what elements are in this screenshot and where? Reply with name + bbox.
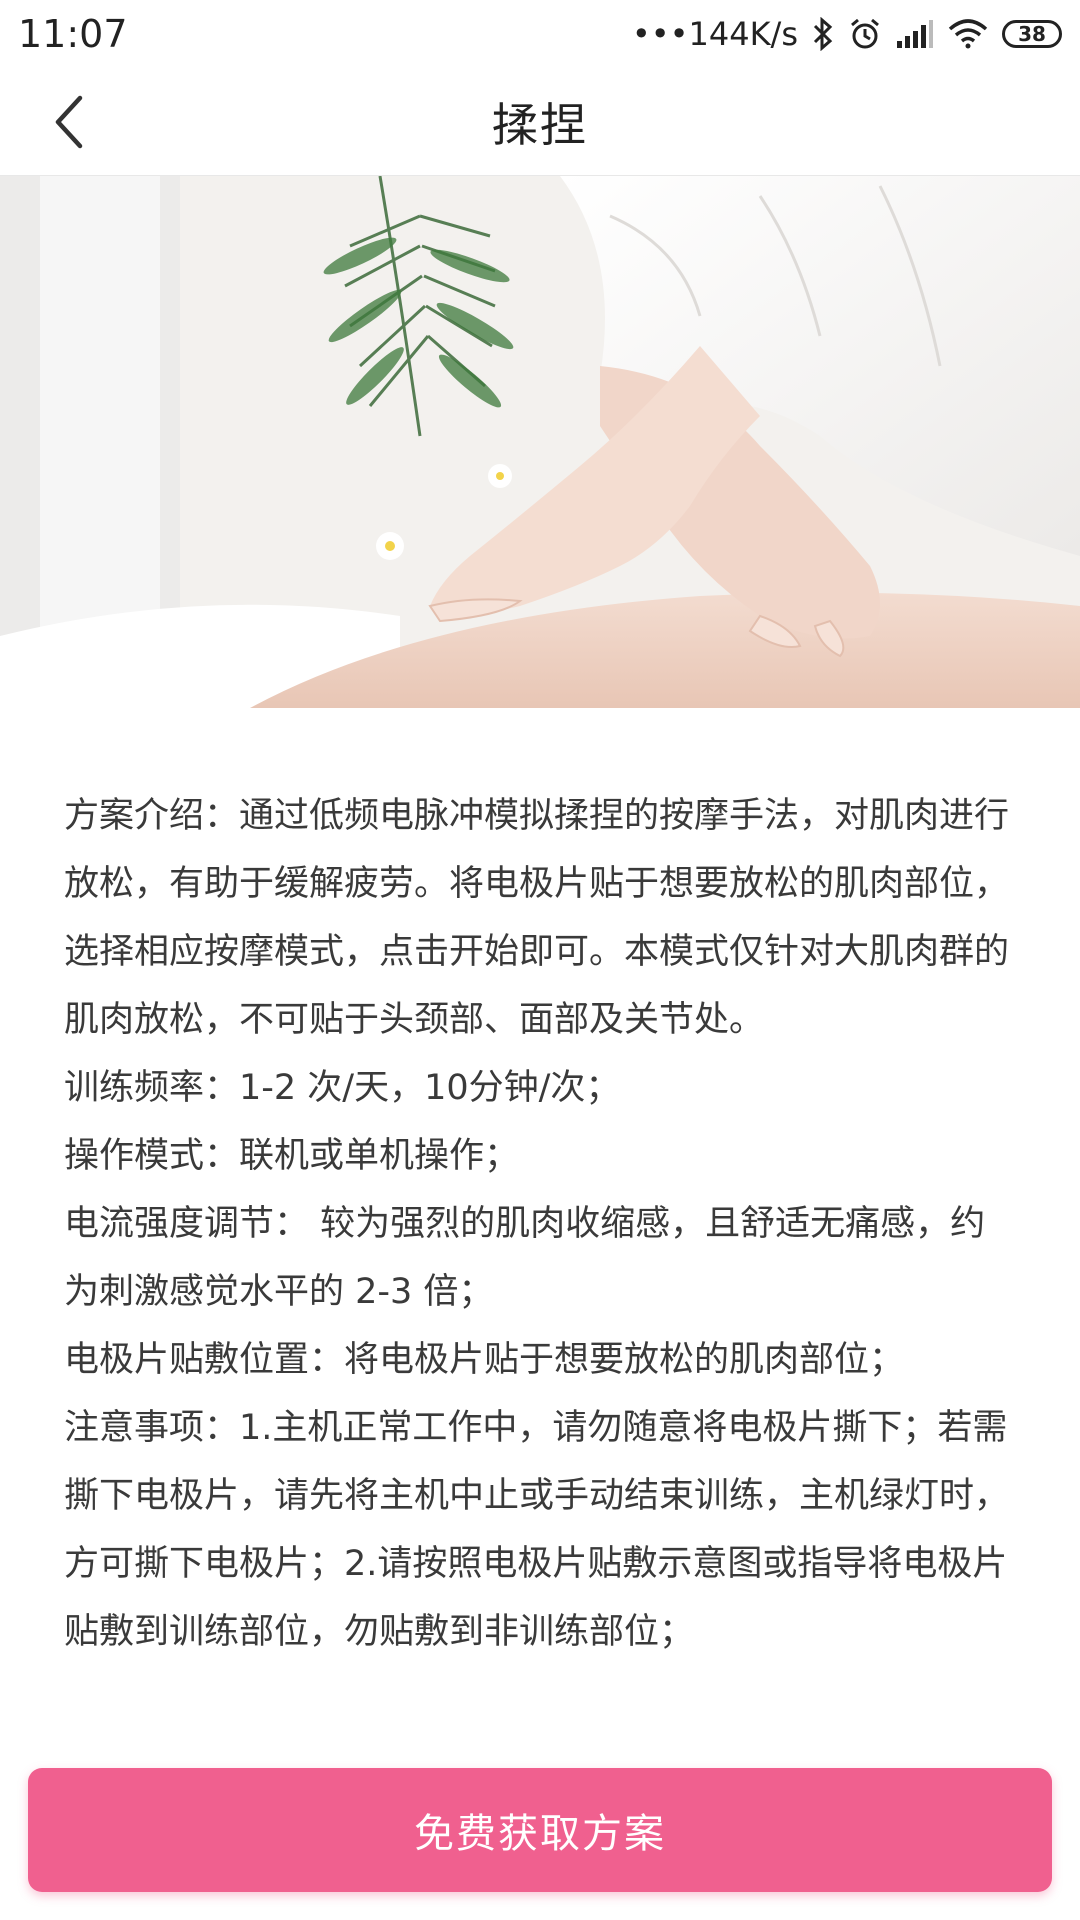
description: 方案介绍：通过低频电脉冲模拟揉捏的按摩手法，对肌肉进行放松，有助于缓解疲劳。将电… bbox=[64, 782, 1014, 1666]
paragraph-mode: 操作模式：联机或单机操作； bbox=[64, 1136, 520, 1176]
status-icons: •••144K/s 38 bbox=[632, 15, 1062, 53]
chevron-left-icon bbox=[55, 95, 83, 149]
paragraph-intensity: 电流强度调节： 较为强烈的肌肉收缩感，且舒适无痛感，约为刺激感觉水平的 2-3 … bbox=[64, 1204, 986, 1312]
back-button[interactable] bbox=[30, 82, 110, 162]
page-title: 揉捏 bbox=[492, 97, 588, 152]
network-speed: •••144K/s bbox=[631, 15, 798, 53]
paragraph-frequency: 训练频率：1-2 次/天，10分钟/次； bbox=[64, 1068, 621, 1108]
wifi-icon bbox=[948, 19, 988, 49]
bluetooth-icon bbox=[812, 17, 834, 51]
nav-bar: 揉捏 bbox=[0, 68, 1080, 176]
status-bar: 11:07 •••144K/s 38 bbox=[0, 0, 1080, 68]
paragraph-intro: 方案介绍：通过低频电脉冲模拟揉捏的按摩手法，对肌肉进行放松，有助于缓解疲劳。将电… bbox=[64, 796, 1010, 1040]
battery-icon: 38 bbox=[1002, 20, 1062, 48]
paragraph-notes: 注意事项：1.主机正常工作中，请勿随意将电极片撕下；若需撕下电极片，请先将主机中… bbox=[64, 1408, 1010, 1652]
alarm-icon bbox=[848, 17, 882, 51]
massage-photo bbox=[0, 176, 1080, 708]
paragraph-placement: 电极片贴敷位置：将电极片贴于想要放松的肌肉部位； bbox=[64, 1340, 905, 1380]
signal-icon bbox=[896, 19, 934, 49]
status-time: 11:07 bbox=[18, 12, 128, 56]
get-plan-button[interactable]: 免费获取方案 bbox=[28, 1768, 1052, 1892]
